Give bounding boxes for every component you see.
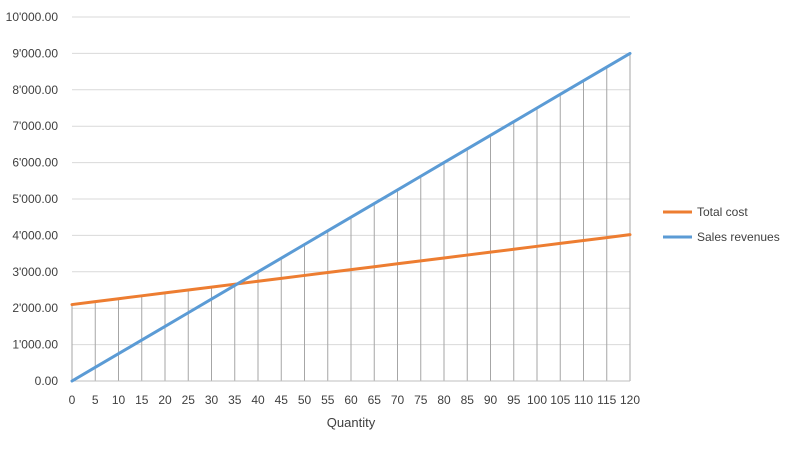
y-tick-label: 6'000.00 xyxy=(12,156,58,170)
x-axis-title: Quantity xyxy=(327,415,376,430)
y-tick-label: 10'000.00 xyxy=(6,10,59,24)
legend-label: Total cost xyxy=(697,205,748,219)
x-tick-label: 75 xyxy=(414,393,428,407)
y-tick-label: 8'000.00 xyxy=(12,83,58,97)
y-tick-label: 2'000.00 xyxy=(12,301,58,315)
x-tick-label: 115 xyxy=(597,393,616,407)
x-tick-label: 100 xyxy=(527,393,547,407)
x-tick-label: 35 xyxy=(228,393,242,407)
x-tick-label: 70 xyxy=(391,393,405,407)
y-tick-label: 4'000.00 xyxy=(12,228,58,242)
x-tick-label: 120 xyxy=(620,393,640,407)
x-tick-label: 110 xyxy=(574,393,593,407)
y-tick-label: 0.00 xyxy=(35,374,59,388)
x-tick-label: 80 xyxy=(437,393,451,407)
y-tick-label: 3'000.00 xyxy=(12,265,58,279)
x-tick-label: 95 xyxy=(507,393,521,407)
x-tick-label: 20 xyxy=(158,393,172,407)
x-axis-ticks: 0 5 10 15 20 25 30 35 40 45 50 55 60 65 70 75 80 85 90 95 10… xyxy=(69,393,641,407)
legend-label: Sales revenues xyxy=(697,230,780,244)
x-tick-label: 55 xyxy=(321,393,335,407)
x-tick-label: 0 xyxy=(69,393,76,407)
y-axis-ticks: 0.00 1'000.00 2'000.00 3'000.00 4'000.00 5'00… xyxy=(6,10,59,388)
x-tick-label: 60 xyxy=(344,393,358,407)
y-tick-label: 1'000.00 xyxy=(12,338,58,352)
x-tick-label: 40 xyxy=(251,393,265,407)
drop-lines xyxy=(71,53,631,381)
series-lines xyxy=(70,51,632,383)
y-tick-label: 9'000.00 xyxy=(12,46,58,60)
x-tick-label: 10 xyxy=(112,393,126,407)
x-tick-label: 45 xyxy=(275,393,289,407)
x-tick-label: 15 xyxy=(135,393,149,407)
legend: Total cost Sales revenues xyxy=(663,205,780,244)
series-line-sales-revenues xyxy=(70,51,632,383)
x-tick-label: 105 xyxy=(550,393,570,407)
series-line-total-cost xyxy=(70,233,632,307)
x-tick-label: 85 xyxy=(461,393,475,407)
x-tick-label: 30 xyxy=(205,393,219,407)
y-tick-label: 5'000.00 xyxy=(12,192,58,206)
x-tick-label: 25 xyxy=(182,393,196,407)
y-tick-label: 7'000.00 xyxy=(12,119,58,133)
x-tick-label: 50 xyxy=(298,393,312,407)
x-tick-label: 90 xyxy=(484,393,498,407)
x-tick-label: 5 xyxy=(92,393,99,407)
x-tick-label: 65 xyxy=(368,393,382,407)
